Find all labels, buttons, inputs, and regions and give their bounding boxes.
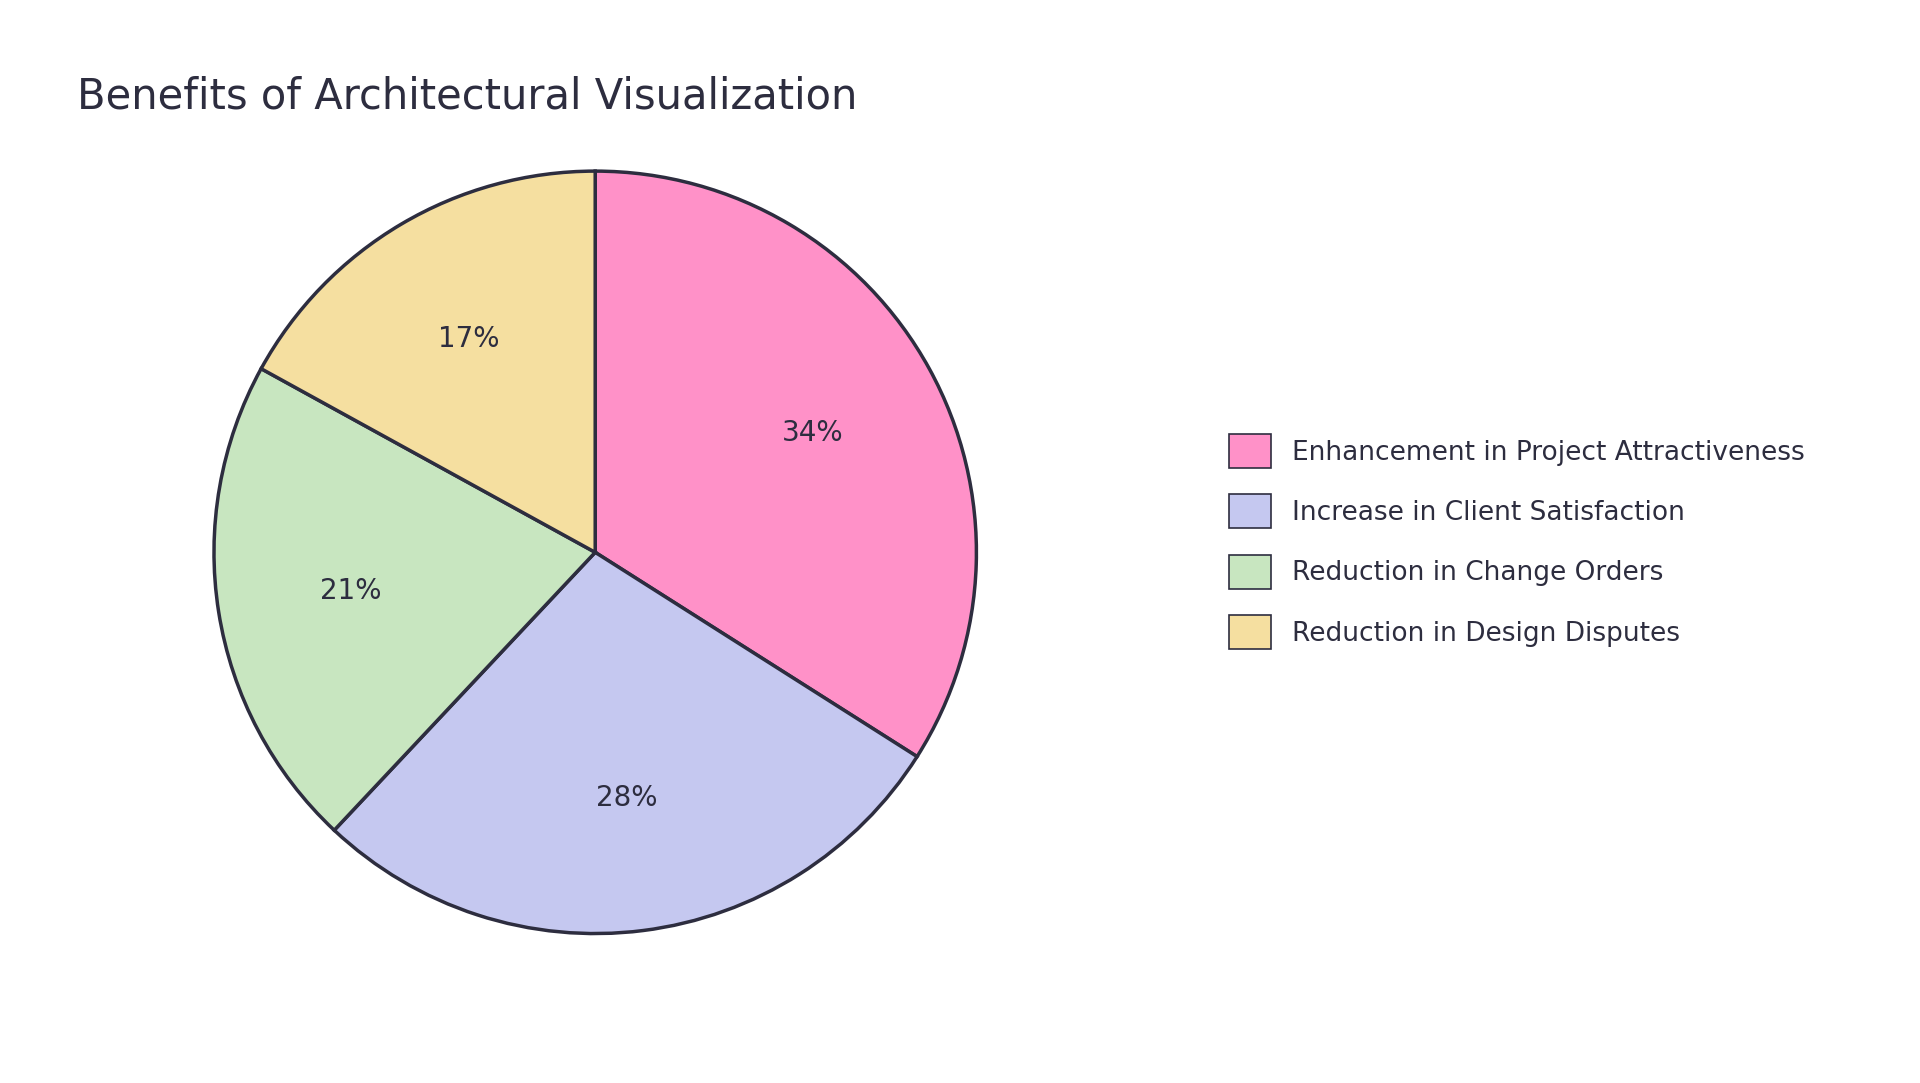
Text: 34%: 34% — [781, 419, 843, 447]
Text: 28%: 28% — [595, 784, 657, 812]
Text: Benefits of Architectural Visualization: Benefits of Architectural Visualization — [77, 76, 856, 118]
Legend: Enhancement in Project Attractiveness, Increase in Client Satisfaction, Reductio: Enhancement in Project Attractiveness, I… — [1215, 421, 1818, 662]
Text: 17%: 17% — [438, 325, 499, 353]
Wedge shape — [261, 171, 595, 552]
Text: 21%: 21% — [321, 577, 382, 605]
Wedge shape — [595, 171, 977, 757]
Wedge shape — [213, 368, 595, 831]
Wedge shape — [334, 552, 918, 934]
